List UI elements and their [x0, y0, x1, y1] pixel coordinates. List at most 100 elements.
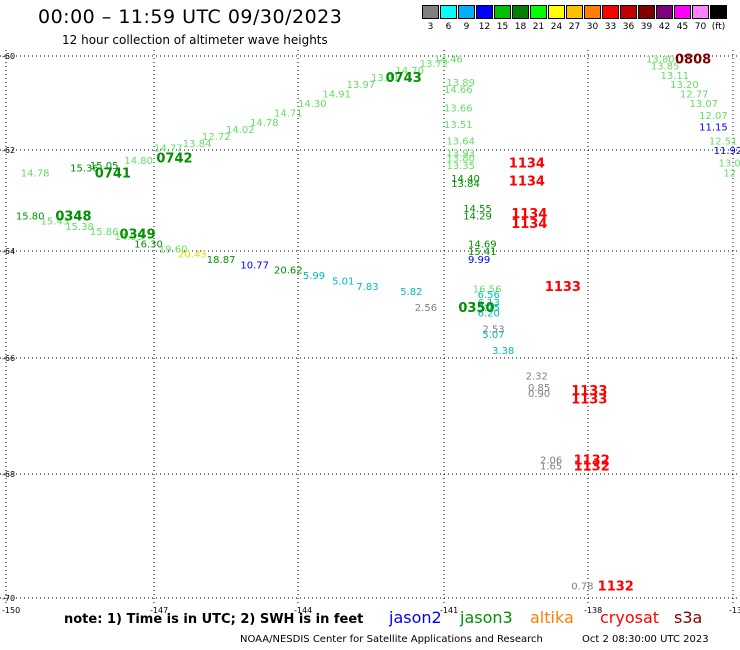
scale-swatch: [548, 5, 565, 19]
wave-height-label: 13.66: [444, 104, 473, 115]
scale-label: 70: [694, 22, 707, 32]
axis-ticks: -150 -147 -144 -141 -138 -135 -60 -62 -64 -66 -68 -…: [2, 52, 740, 615]
scale-label: 24: [550, 22, 563, 32]
pass-time-label: 0743: [386, 71, 422, 86]
credit-text: NOAA/NESDIS Center for Satellite Applica…: [240, 634, 543, 645]
wave-height-label: 11.92: [714, 146, 740, 157]
wave-height-label: 2.06: [540, 456, 562, 467]
scale-label: 21: [532, 22, 545, 32]
pass-time-label: 1134: [511, 217, 547, 232]
wave-height-label: 13.84: [183, 139, 212, 150]
wave-height-label: 10.77: [240, 260, 269, 271]
wave-height-label: 2.56: [415, 303, 437, 314]
pass-time-label: 1134: [511, 207, 547, 222]
wave-height-label: 12.51: [709, 137, 738, 148]
legend-cryosat: cryosat: [600, 608, 660, 627]
wave-height-label: 14.02: [226, 125, 255, 136]
wave-height-label: 18.87: [207, 255, 236, 266]
wave-height-label: 15.86: [90, 227, 119, 238]
scale-swatch: [674, 5, 691, 19]
wave-height-label: 5.75: [478, 303, 500, 314]
wave-height-label: 9.99: [468, 255, 490, 266]
scale-swatch: [494, 5, 511, 19]
wave-height-label: 12.72: [202, 132, 231, 143]
wave-height-label: 14.78: [21, 169, 50, 180]
page-title: 00:00 – 11:59 UTC 09/30/2023: [38, 6, 343, 28]
wave-height-label: 14.91: [322, 90, 351, 101]
wave-height-label: 15.05: [90, 161, 119, 172]
wave-height-label: 12.07: [699, 111, 728, 122]
scale-label: 42: [658, 22, 671, 32]
wave-height-label: 14.29: [463, 212, 492, 223]
wave-height-label: 1.65: [540, 461, 562, 472]
pass-time-label: 0350: [458, 301, 494, 316]
pass-time-label: 1133: [571, 384, 607, 399]
wave-height-label: 13.72: [420, 59, 449, 70]
wave-height-label: 16.30: [134, 239, 163, 250]
wave-height-label: 20.62: [274, 266, 303, 277]
pass-time-label: 1134: [509, 174, 545, 189]
wave-height-label: 6.13: [478, 298, 500, 309]
scale-label: (ft): [711, 22, 726, 32]
pass-time-label: 0808: [675, 52, 711, 67]
scale-label: 27: [568, 22, 581, 32]
wave-height-label: 13.51: [444, 120, 473, 131]
lon-tick-label: -135: [729, 606, 740, 615]
wave-height-label: 14.70: [395, 66, 424, 77]
wave-height-label: 13.0: [719, 159, 740, 170]
scale-label: 30: [586, 22, 599, 32]
footnote: note: 1) Time is in UTC; 2) SWH is in fe…: [64, 612, 364, 627]
wave-height-label: 14.55: [463, 204, 492, 215]
pass-time-label: 1133: [571, 393, 607, 408]
scale-label: 39: [640, 22, 653, 32]
lat-tick-label: -60: [2, 52, 15, 61]
legend-jason2: jason2: [389, 608, 442, 627]
wave-height-label: 13.85: [651, 61, 680, 72]
wave-height-label: 19.60: [159, 244, 188, 255]
lat-tick-label: -64: [2, 247, 15, 256]
pass-time-label: 0349: [119, 227, 155, 242]
scale-swatch: [710, 5, 727, 19]
scale-swatch: [422, 5, 439, 19]
scale-label: 3: [427, 22, 434, 32]
lon-tick-label: -147: [150, 606, 168, 615]
pass-time-label: 1133: [545, 280, 581, 295]
scale-swatch: [458, 5, 475, 19]
wave-height-label: 12: [723, 169, 736, 180]
wave-height-label: 13.20: [670, 80, 699, 91]
wave-height-label: 15.80: [16, 212, 45, 223]
scale-label: 6: [445, 22, 452, 32]
wave-height-label: 13.89: [446, 78, 475, 89]
wave-height-label: 14.30: [298, 99, 327, 110]
wave-height-label: 14.95: [115, 232, 144, 243]
wave-height-label: 13.07: [690, 99, 719, 110]
scale-swatch: [584, 5, 601, 19]
lon-tick-label: -141: [440, 606, 458, 615]
wave-height-label: 13.80: [646, 54, 675, 65]
page-subtitle: 12 hour collection of altimeter wave hei…: [62, 33, 328, 47]
wave-height-label: 6.20: [478, 309, 500, 320]
pass-time-label: 1132: [574, 454, 610, 469]
scale-swatch: [440, 5, 457, 19]
wave-height-label: 13.35: [446, 161, 475, 172]
wave-height-label: 15.36: [70, 164, 99, 175]
timestamp: Oct 2 08:30:00 UTC 2023: [582, 634, 709, 645]
wave-height-label: 0.78: [571, 582, 593, 593]
map-grid: [0, 50, 740, 603]
legend-jason3: jason3: [460, 608, 513, 627]
pass-time-label: 1134: [509, 157, 545, 172]
wave-height-label: 14.77: [154, 144, 183, 155]
scale-swatch: [602, 5, 619, 19]
lon-tick-label: -138: [584, 606, 602, 615]
wave-height-label: 20.43: [178, 250, 207, 261]
wave-height-label: 13.11: [661, 71, 690, 82]
wave-height-label: 14.46: [434, 54, 463, 65]
wave-height-label: 13.84: [451, 179, 480, 190]
lon-tick-label: -144: [294, 606, 312, 615]
scale-swatch: [530, 5, 547, 19]
wave-height-label: 13.64: [446, 137, 475, 148]
pass-labels: 0741074207430348034903501134113411341134…: [55, 52, 711, 594]
scale-swatch: [638, 5, 655, 19]
lat-tick-label: -62: [2, 146, 15, 155]
